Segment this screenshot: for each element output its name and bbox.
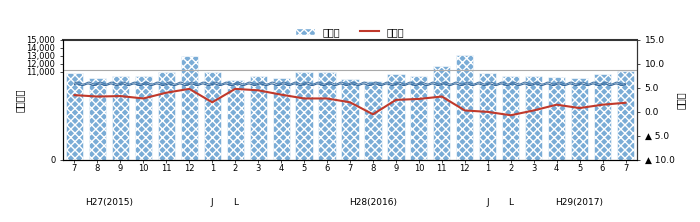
Bar bbox=[410, 75, 428, 160]
Text: H29(2017): H29(2017) bbox=[556, 198, 603, 207]
Bar bbox=[250, 76, 267, 160]
Bar bbox=[181, 56, 198, 160]
Bar bbox=[272, 77, 290, 160]
Bar bbox=[594, 73, 611, 160]
Y-axis label: （億円）: （億円） bbox=[15, 88, 25, 112]
Text: H28(2016): H28(2016) bbox=[349, 198, 397, 207]
Bar bbox=[365, 81, 382, 160]
Bar bbox=[387, 74, 405, 160]
Bar bbox=[502, 75, 519, 160]
Bar bbox=[342, 79, 358, 160]
Bar bbox=[571, 77, 588, 160]
Legend: 販売額, 増減率: 販売額, 増減率 bbox=[295, 27, 405, 37]
Bar bbox=[479, 73, 496, 160]
Bar bbox=[318, 72, 336, 160]
Bar bbox=[433, 66, 451, 160]
Bar bbox=[158, 72, 175, 160]
Bar bbox=[66, 73, 83, 160]
Bar bbox=[295, 72, 313, 160]
Bar bbox=[112, 75, 129, 160]
Text: H27(2015): H27(2015) bbox=[85, 198, 133, 207]
Y-axis label: （％）: （％） bbox=[676, 91, 686, 109]
Bar bbox=[134, 76, 152, 160]
Bar bbox=[456, 55, 473, 160]
Bar bbox=[617, 71, 634, 160]
Bar bbox=[548, 77, 566, 160]
Text: L: L bbox=[232, 198, 238, 207]
Bar bbox=[89, 78, 106, 160]
Bar bbox=[525, 75, 542, 160]
Bar bbox=[204, 71, 221, 160]
Text: L: L bbox=[508, 198, 513, 207]
Text: J: J bbox=[211, 198, 214, 207]
Text: J: J bbox=[486, 198, 489, 207]
Bar bbox=[227, 80, 244, 160]
